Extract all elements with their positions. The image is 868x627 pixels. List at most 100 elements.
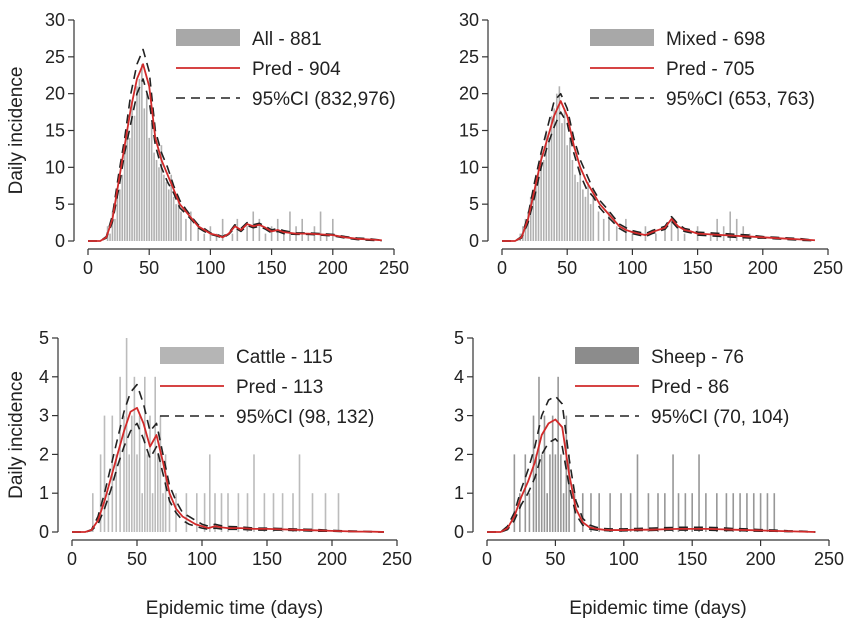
chart-panel-bottom-right: 0 50 100 150 200 250 0 1 2 3 4 5 Epidemic time (days… <box>454 328 844 619</box>
x-tick-label: 0 <box>482 549 492 569</box>
bar <box>220 493 223 532</box>
x-tick-label: 100 <box>617 258 647 278</box>
legend-label-95-ci: 95%CI (832,976) <box>252 89 396 110</box>
bar <box>576 182 579 241</box>
bar <box>246 493 249 532</box>
y-tick-label: 1 <box>39 483 49 503</box>
bar <box>752 493 755 532</box>
bar <box>558 86 561 241</box>
bar <box>148 137 150 241</box>
bar <box>151 493 154 532</box>
y-tick-label: 1 <box>454 483 464 503</box>
legend-swatch-bars <box>575 347 639 364</box>
x-tick-label: 250 <box>814 549 844 569</box>
bar <box>597 211 600 241</box>
bar <box>209 454 211 532</box>
bar <box>551 415 554 532</box>
bar <box>636 454 639 532</box>
bar <box>773 493 776 532</box>
bar <box>592 196 595 241</box>
bar <box>253 454 255 532</box>
bar <box>185 493 188 532</box>
bar <box>524 218 527 241</box>
y-tick-label: 0 <box>55 231 65 251</box>
legend-label-pred: Pred - 904 <box>252 59 341 80</box>
bar <box>264 233 267 241</box>
y-tick-label: 5 <box>454 328 464 348</box>
y-tick-label: 5 <box>469 194 479 214</box>
bar <box>543 415 546 532</box>
x-tick-label: 100 <box>195 258 225 278</box>
bar <box>138 78 141 242</box>
y-tick-label: 0 <box>39 522 49 542</box>
bar <box>145 93 148 241</box>
bar <box>231 233 234 241</box>
bar <box>311 493 314 532</box>
bar <box>177 196 180 241</box>
bar <box>158 167 160 241</box>
legend-swatch-bars <box>176 29 240 46</box>
y-tick-label: 4 <box>39 367 49 387</box>
bar <box>175 204 177 241</box>
bar <box>540 454 543 532</box>
legend-label-95-ci: 95%CI (70, 104) <box>651 407 789 428</box>
bar <box>103 415 106 532</box>
bar <box>532 415 535 532</box>
bar <box>162 493 164 532</box>
bar <box>153 152 155 241</box>
bar <box>203 493 206 532</box>
bar <box>99 454 102 532</box>
x-tick-label: 50 <box>557 258 577 278</box>
bar <box>157 454 159 532</box>
bar <box>160 145 163 241</box>
bar <box>114 218 116 241</box>
bar <box>131 101 133 241</box>
bar <box>705 493 707 532</box>
bar <box>307 233 310 241</box>
bar <box>324 493 327 532</box>
bar <box>566 145 568 241</box>
y-tick-label: 10 <box>459 157 479 177</box>
bar <box>587 182 589 241</box>
bar <box>126 130 128 241</box>
prediction-line <box>502 100 816 242</box>
y-tick-label: 20 <box>45 84 65 104</box>
legend: Sheep - 76 Pred - 86 95%CI (70, 104) <box>575 347 789 428</box>
bar <box>560 454 562 532</box>
legend-label-cattle: Cattle - 115 <box>236 347 333 368</box>
bar <box>119 376 121 532</box>
y-tick-label: 25 <box>45 47 65 67</box>
bar <box>590 493 592 532</box>
x-tick-label: 200 <box>317 549 347 569</box>
bar <box>631 233 634 241</box>
y-axis-title: Daily incidence <box>6 371 27 499</box>
bar <box>143 108 146 242</box>
legend-label-mixed: Mixed - 698 <box>666 29 765 50</box>
bar <box>258 218 261 241</box>
legend-label-pred: Pred - 113 <box>236 377 323 398</box>
y-tick-label: 30 <box>45 10 65 30</box>
bar <box>582 189 584 241</box>
bar <box>164 454 167 532</box>
bar <box>168 493 171 532</box>
y-tick-label: 20 <box>459 84 479 104</box>
bar <box>131 415 133 532</box>
bar <box>519 493 521 532</box>
legend-swatch-bars <box>590 29 654 46</box>
legend: Cattle - 115 Pred - 113 95%CI (98, 132) <box>160 347 374 428</box>
bar <box>629 493 632 532</box>
x-axis-title: Epidemic time (days) <box>146 598 323 619</box>
bar <box>298 454 301 532</box>
bar <box>598 493 600 532</box>
bar <box>529 196 532 241</box>
x-tick-label: 200 <box>318 258 348 278</box>
bar <box>545 130 548 241</box>
x-tick-label: 250 <box>379 258 409 278</box>
bar <box>759 493 762 532</box>
bar <box>263 493 266 532</box>
bar <box>644 226 647 241</box>
bar <box>729 211 731 241</box>
bar <box>155 159 158 241</box>
bar <box>221 218 224 241</box>
